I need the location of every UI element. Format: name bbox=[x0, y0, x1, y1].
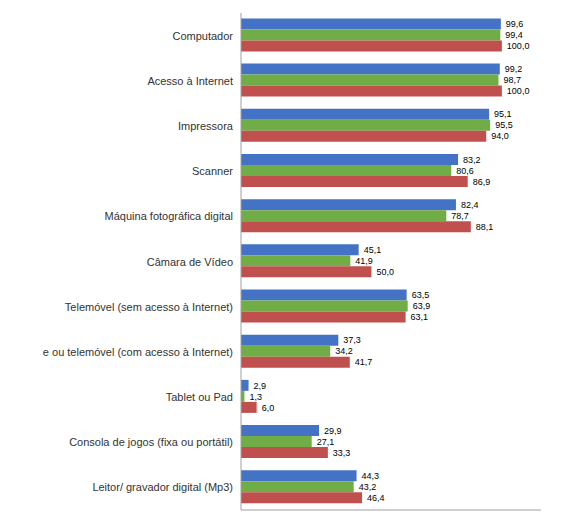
svg-text:e ou telemóvel (com acesso à I: e ou telemóvel (com acesso à Internet) bbox=[43, 346, 233, 358]
svg-text:43,2: 43,2 bbox=[359, 482, 377, 492]
svg-text:1,3: 1,3 bbox=[249, 392, 262, 402]
svg-text:95,5: 95,5 bbox=[495, 120, 513, 130]
svg-text:88,1: 88,1 bbox=[476, 222, 494, 232]
svg-text:2,9: 2,9 bbox=[254, 381, 267, 391]
svg-text:41,9: 41,9 bbox=[355, 256, 373, 266]
svg-text:Máquina fotográfica digital: Máquina fotográfica digital bbox=[105, 210, 233, 222]
svg-text:82,4: 82,4 bbox=[461, 200, 479, 210]
svg-text:33,3: 33,3 bbox=[333, 448, 351, 458]
svg-text:63,5: 63,5 bbox=[412, 290, 430, 300]
svg-text:Câmara de Vídeo: Câmara de Vídeo bbox=[147, 256, 233, 268]
svg-text:50,0: 50,0 bbox=[376, 267, 394, 277]
svg-text:27,1: 27,1 bbox=[317, 437, 335, 447]
svg-text:83,2: 83,2 bbox=[463, 155, 481, 165]
svg-text:95,1: 95,1 bbox=[494, 109, 512, 119]
svg-text:99,2: 99,2 bbox=[505, 64, 523, 74]
svg-text:94,0: 94,0 bbox=[491, 131, 509, 141]
svg-text:44,3: 44,3 bbox=[362, 471, 380, 481]
svg-text:63,1: 63,1 bbox=[411, 312, 429, 322]
svg-text:99,6: 99,6 bbox=[506, 19, 524, 29]
svg-text:41,7: 41,7 bbox=[355, 357, 373, 367]
svg-text:29,9: 29,9 bbox=[324, 426, 342, 436]
svg-text:34,2: 34,2 bbox=[335, 346, 353, 356]
svg-text:6,0: 6,0 bbox=[262, 403, 275, 413]
svg-text:Telemóvel (sem acesso à Intern: Telemóvel (sem acesso à Internet) bbox=[65, 301, 233, 313]
svg-text:100,0: 100,0 bbox=[507, 41, 530, 51]
svg-text:Computador: Computador bbox=[172, 30, 233, 42]
svg-text:Impressora: Impressora bbox=[178, 120, 234, 132]
svg-text:63,9: 63,9 bbox=[413, 301, 431, 311]
svg-text:98,7: 98,7 bbox=[503, 75, 521, 85]
svg-text:78,7: 78,7 bbox=[451, 211, 469, 221]
svg-text:Scanner: Scanner bbox=[192, 165, 233, 177]
svg-text:Consola de jogos (fixa ou port: Consola de jogos (fixa ou portátil) bbox=[69, 436, 233, 448]
svg-text:Acesso à Internet: Acesso à Internet bbox=[147, 75, 233, 87]
svg-text:86,9: 86,9 bbox=[473, 177, 491, 187]
svg-text:Leitor/ gravador digital (Mp3): Leitor/ gravador digital (Mp3) bbox=[92, 481, 233, 493]
svg-text:100,0: 100,0 bbox=[507, 86, 530, 96]
svg-text:99,4: 99,4 bbox=[505, 30, 523, 40]
svg-text:80,6: 80,6 bbox=[456, 166, 474, 176]
svg-text:45,1: 45,1 bbox=[364, 245, 382, 255]
svg-text:46,4: 46,4 bbox=[367, 493, 385, 503]
svg-text:Tablet ou Pad: Tablet ou Pad bbox=[166, 391, 233, 403]
svg-text:37,3: 37,3 bbox=[343, 335, 361, 345]
